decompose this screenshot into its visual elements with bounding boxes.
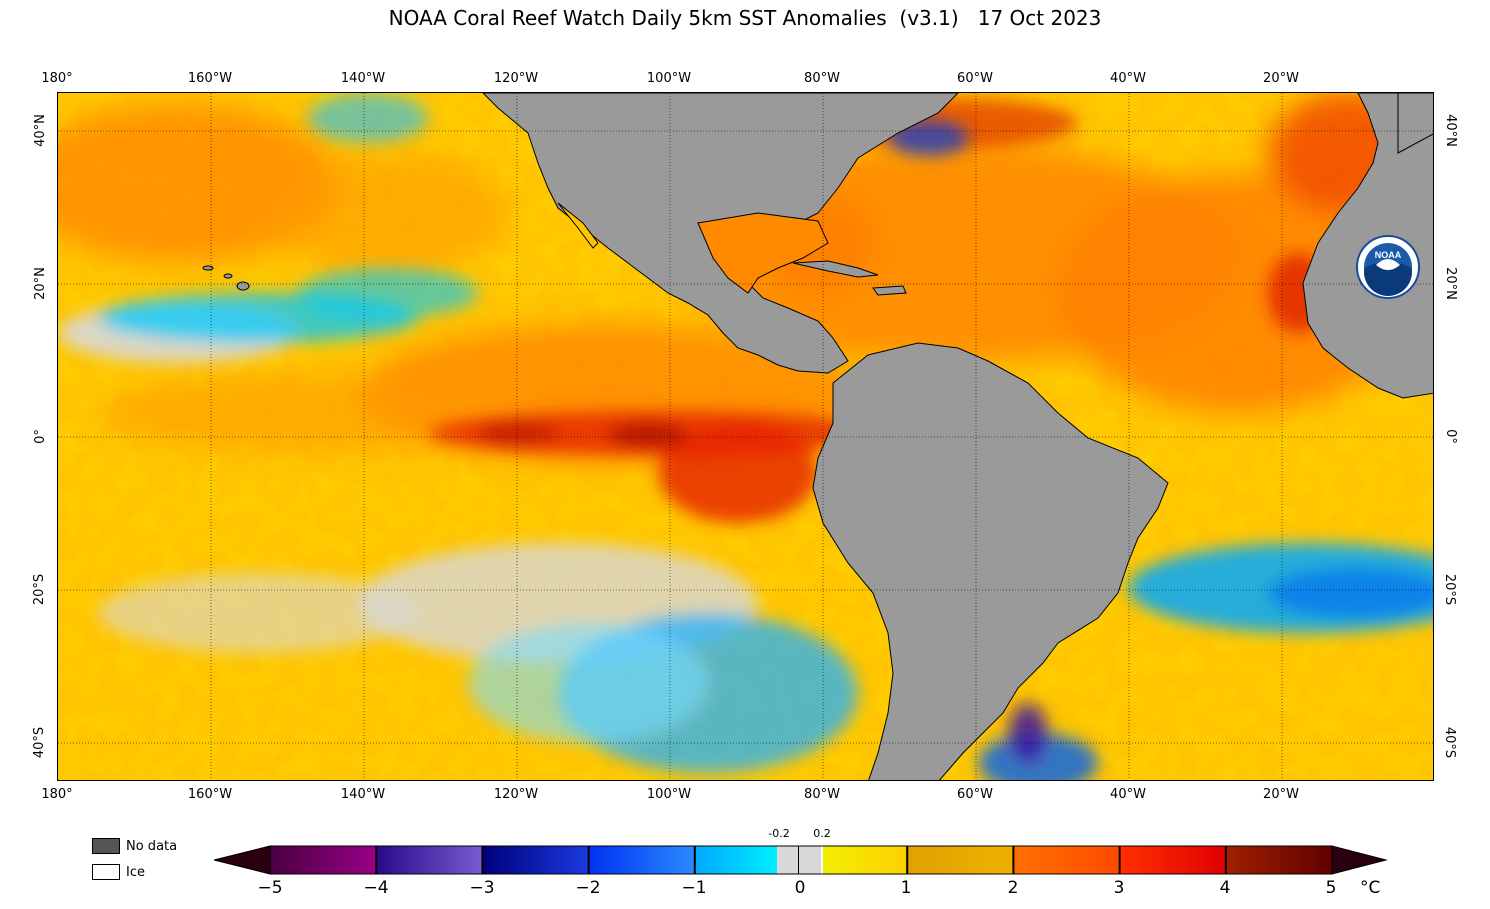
colorbar-small-tick: 0.2 (813, 827, 831, 840)
lon-label: 100°W (646, 71, 692, 86)
land-europe (1397, 93, 1433, 154)
ice-label: Ice (126, 865, 145, 880)
colorbar-band (1225, 846, 1332, 874)
colorbar-neutral-band (777, 846, 799, 874)
colorbar-band (1013, 846, 1120, 874)
land-hawaii (202, 265, 250, 291)
land-hispaniola (872, 285, 907, 296)
lon-label: 120°W (493, 71, 539, 86)
colorbar-left-arrow (213, 845, 271, 875)
lat-label: 40°N (32, 113, 48, 147)
cool-anomaly-regions (58, 93, 1433, 780)
lat-label: 40°S (1442, 726, 1458, 758)
colorbar-tick: 3 (1113, 878, 1125, 898)
colorbar-tick: 4 (1219, 878, 1231, 898)
colorbar-tick: −4 (363, 878, 389, 898)
lon-label: 60°W (957, 71, 993, 86)
lat-label: 40°S (32, 726, 48, 758)
colorbar (213, 844, 1389, 880)
water-gulf-of-mexico (697, 212, 829, 294)
lon-label: 80°W (804, 787, 840, 802)
colorbar-tick: 0 (794, 878, 806, 898)
colorbar-band (270, 846, 377, 874)
colorbar-tick: −5 (257, 878, 283, 898)
lat-label: 0° (32, 428, 48, 444)
lat-label: 20°N (1442, 266, 1458, 300)
lon-label: 40°W (1110, 71, 1146, 86)
land-cuba (792, 260, 879, 278)
no-data-label: No data (126, 839, 178, 854)
lon-label: 20°W (1263, 787, 1299, 802)
no-data-swatch (92, 838, 120, 854)
lon-label: 60°W (957, 787, 993, 802)
colorbar-band (1119, 846, 1226, 874)
lon-label: 100°W (646, 787, 692, 802)
colorbar-tick: −2 (575, 878, 601, 898)
ice-swatch (92, 864, 120, 880)
colorbar-tick: −1 (681, 878, 707, 898)
graticule (58, 93, 1433, 780)
colorbar-tick: 1 (900, 878, 912, 898)
map-title: NOAA Coral Reef Watch Daily 5km SST Anom… (388, 6, 1102, 30)
lon-label: 160°W (187, 71, 233, 86)
colorbar-tick: −3 (469, 878, 495, 898)
colorbar-band (823, 846, 908, 874)
colorbar-band (482, 846, 589, 874)
colorbar-tick: 2 (1007, 878, 1019, 898)
colorbar-band (694, 846, 779, 874)
land-baja (557, 202, 599, 249)
lon-label: 80°W (804, 71, 840, 86)
lon-label: 140°W (340, 787, 386, 802)
lat-label: 0° (1442, 428, 1458, 444)
lon-label: 120°W (493, 787, 539, 802)
lat-label: 20°S (32, 573, 48, 605)
sst-anomaly-map[interactable]: NOAA (57, 92, 1434, 781)
lon-label: 140°W (340, 71, 386, 86)
lon-label: 40°W (1110, 787, 1146, 802)
lat-label: 20°S (1442, 573, 1458, 605)
lon-label: 160°W (187, 787, 233, 802)
colorbar-band (588, 846, 695, 874)
lon-label: 180° (41, 71, 73, 86)
land-south-america (812, 342, 1169, 780)
lon-label: 20°W (1263, 71, 1299, 86)
lat-label: 20°N (32, 266, 48, 300)
colorbar-small-tick: -0.2 (768, 827, 790, 840)
noaa-logo-text: NOAA (1375, 250, 1402, 260)
lon-label: 180° (41, 787, 73, 802)
colorbar-neutral-band (799, 846, 821, 874)
colorbar-band (907, 846, 1014, 874)
lat-label: 40°N (1442, 113, 1458, 147)
noaa-logo: NOAA (1356, 235, 1420, 299)
colorbar-unit: °C (1360, 878, 1381, 898)
colorbar-band (376, 846, 483, 874)
colorbar-right-arrow (1331, 845, 1388, 875)
colorbar-tick: 5 (1325, 878, 1337, 898)
